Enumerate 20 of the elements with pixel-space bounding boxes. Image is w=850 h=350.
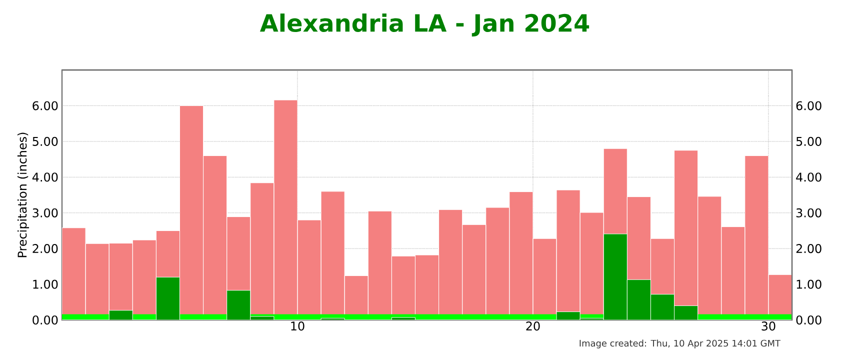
y-tick-label: 3.00 bbox=[32, 208, 58, 218]
y-tick-label: 0.00 bbox=[32, 315, 58, 325]
y2-tick-label: 4.00 bbox=[796, 172, 822, 182]
y-tick-label: 6.00 bbox=[32, 101, 58, 110]
x-tick-label: 20 bbox=[526, 322, 540, 331]
y-tick-label: 5.00 bbox=[32, 136, 58, 146]
chart-title: Alexandria LA - Jan 2024 bbox=[260, 14, 590, 36]
text: Image created: Thu, 10 Apr 2025 14:01 GMT bbox=[580, 340, 780, 348]
y-tick-label: 4.00 bbox=[32, 172, 58, 182]
y2-tick-label: 5.00 bbox=[796, 136, 822, 146]
y2-tick-label: 3.00 bbox=[796, 208, 822, 218]
y2-tick-label: 1.00 bbox=[796, 280, 822, 289]
y2-tick-label: 6.00 bbox=[796, 101, 822, 110]
y2-tick-label: 2.00 bbox=[796, 244, 822, 254]
x-tick-label: 10 bbox=[291, 322, 304, 331]
y2-tick-label: 0.00 bbox=[796, 315, 822, 325]
y-axis-title: Precipitation (inches) bbox=[17, 132, 30, 258]
y-tick-label: 1.00 bbox=[33, 280, 58, 289]
y-tick-label: 2.00 bbox=[32, 244, 58, 254]
x-tick-label: 30 bbox=[762, 322, 776, 331]
